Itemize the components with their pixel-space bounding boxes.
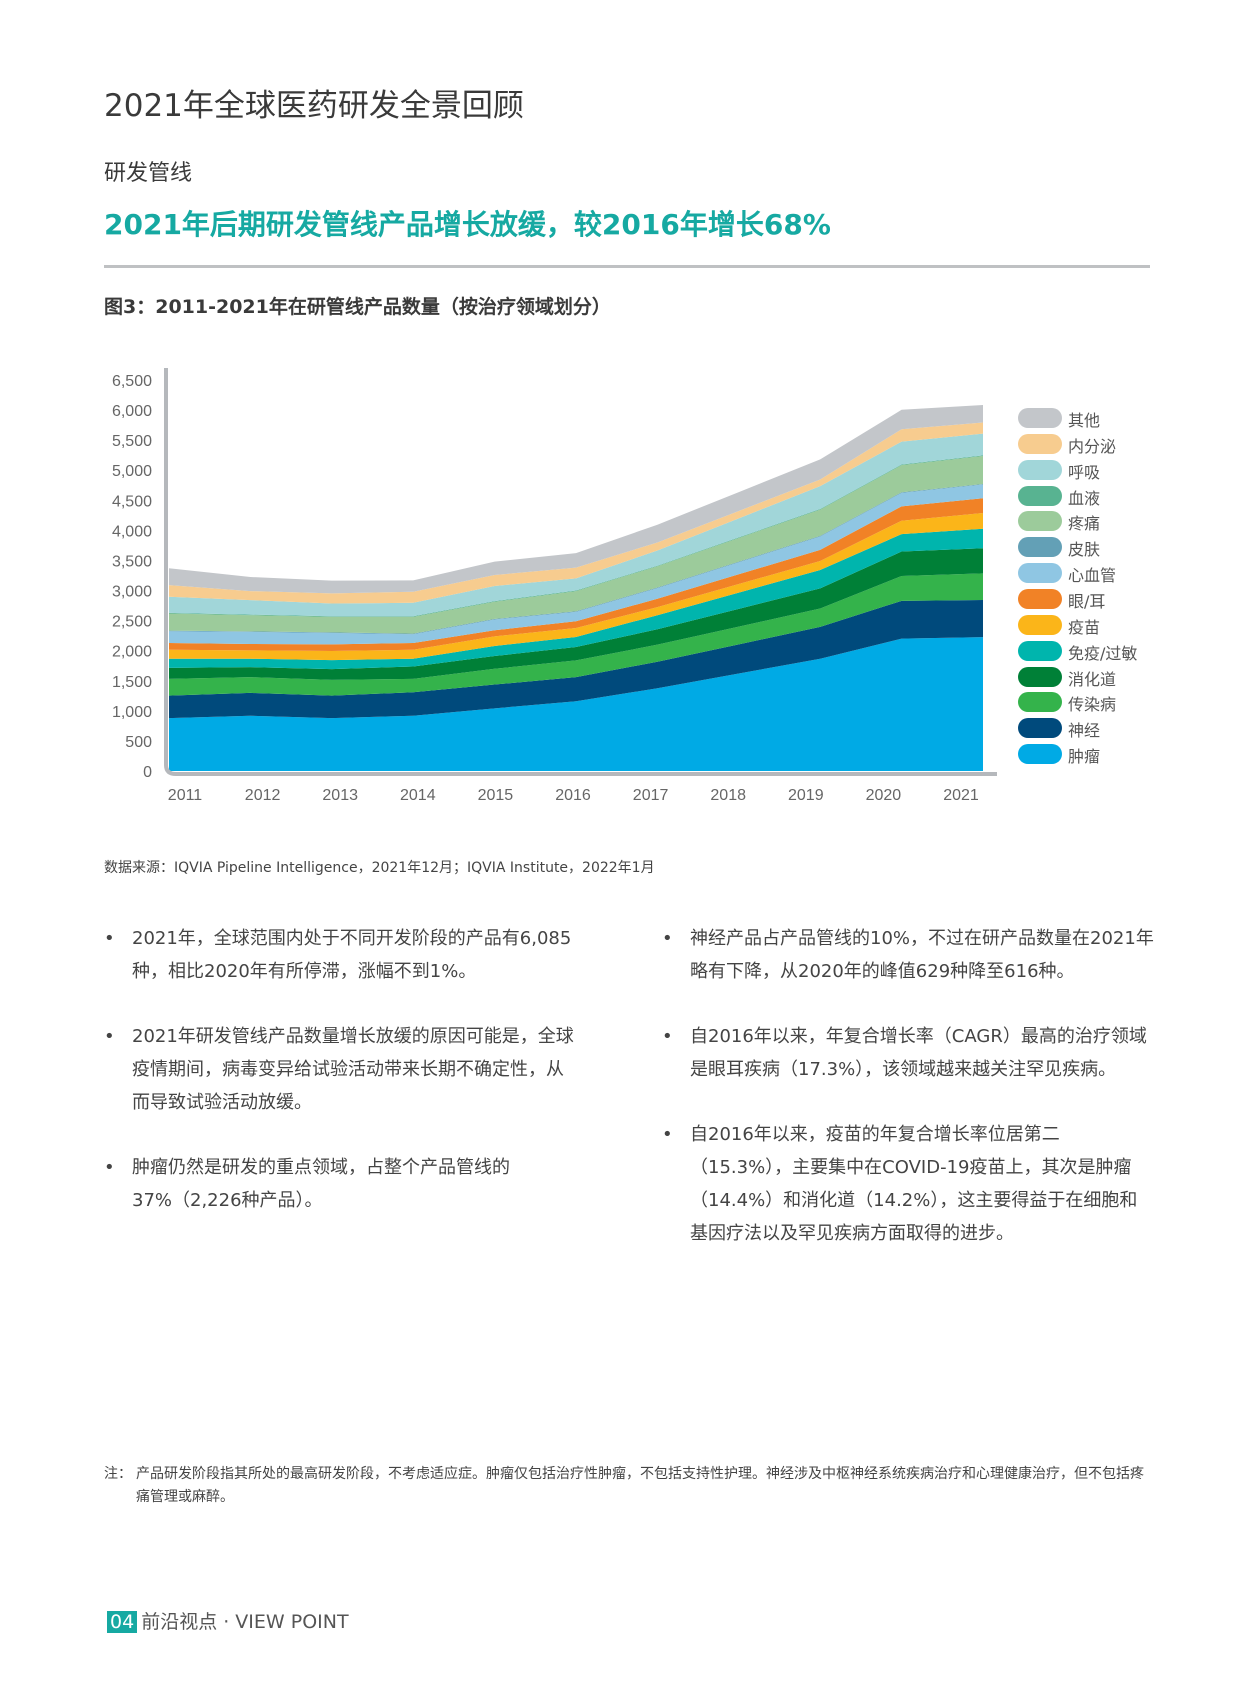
legend-label: 肿瘤 (1068, 747, 1101, 767)
bullet-text: 自2016年以来，疫苗的年复合增长率位居第二（15.3%），主要集中在COVID… (690, 1124, 1138, 1244)
y-tick-label: 3,000 (112, 584, 152, 601)
legend-swatch (1018, 408, 1062, 428)
bullet-item: • 2021年研发管线产品数量增长放缓的原因可能是，全球疫情期间，病毒变异给试验活… (104, 1020, 574, 1119)
y-tick-label: 6,500 (112, 373, 152, 390)
bullet-icon: • (104, 1026, 115, 1047)
legend-swatch (1018, 563, 1062, 584)
footnote-label: 注： (104, 1466, 132, 1482)
legend-label: 心血管 (1068, 566, 1117, 586)
y-tick-label: 2,500 (112, 614, 152, 631)
headline: 2021年后期研发管线产品增长放缓，较2016年增长68% (104, 208, 831, 241)
footnote-text: 产品研发阶段指其所处的最高研发阶段，不考虑适应症。肿瘤仅包括治疗性肿瘤，不包括支… (136, 1466, 1144, 1505)
y-tick-label: 3,500 (112, 553, 152, 570)
area-series-7 (169, 484, 983, 645)
y-tick-label: 6,000 (112, 403, 152, 420)
x-tick-label: 2020 (866, 787, 902, 804)
legend-swatch (1018, 718, 1062, 739)
y-tick-label: 1,500 (112, 674, 152, 691)
legend-label: 传染病 (1068, 695, 1117, 715)
legend-swatch (1018, 511, 1062, 532)
x-tick-label: 2016 (555, 787, 591, 804)
legend-label: 血液 (1068, 488, 1101, 508)
figure-caption: 图3：2011-2021年在研管线产品数量（按治疗领域划分） (104, 296, 611, 318)
legend-label: 神经 (1068, 721, 1101, 741)
divider (104, 265, 1150, 268)
bullet-text: 2021年，全球范围内处于不同开发阶段的产品有6,085种，相比2020年有所停… (132, 928, 572, 982)
legend-label: 其他 (1068, 411, 1101, 430)
legend-label: 疫苗 (1068, 617, 1101, 637)
page-footer: 04 前沿视点 · VIEW POINT (107, 1607, 349, 1634)
area-series-12 (169, 422, 983, 604)
x-tick-label: 2013 (322, 787, 358, 804)
legend-label: 皮肤 (1068, 540, 1101, 560)
x-tick-label: 2017 (633, 787, 669, 804)
legend-swatch (1018, 459, 1062, 480)
area-series-9 (169, 456, 983, 634)
left-bullet-column: • 2021年，全球范围内处于不同开发阶段的产品有6,085种，相比2020年有所… (104, 922, 574, 1249)
bullet-icon: • (662, 1026, 673, 1047)
legend-swatch (1018, 588, 1062, 609)
area-series-2 (169, 573, 983, 696)
y-tick-label: 2,000 (112, 644, 152, 661)
legend-label: 眼/耳 (1068, 591, 1106, 611)
x-tick-label: 2014 (400, 787, 436, 804)
legend-swatch (1018, 640, 1062, 661)
y-tick-label: 4,000 (112, 523, 152, 540)
footnote: 注： 产品研发阶段指其所处的最高研发阶段，不考虑适应症。肿瘤仅包括治疗性肿瘤，不… (104, 1463, 1154, 1509)
legend-swatch (1018, 692, 1062, 713)
bullet-item: • 肿瘤仍然是研发的重点领域，占整个产品管线的37%（2,226种产品）。 (104, 1151, 574, 1217)
page-number: 04 (107, 1611, 138, 1633)
bullet-text: 自2016年以来，年复合增长率（CAGR）最高的治疗领域是眼耳疾病（17.3%）… (690, 1026, 1147, 1080)
x-tick-label: 2015 (478, 787, 514, 804)
section-heading: 研发管线 (104, 161, 193, 186)
area-series-6 (169, 498, 983, 652)
x-tick-label: 2021 (943, 787, 979, 804)
legend-swatch (1018, 485, 1062, 506)
legend-swatch (1018, 614, 1062, 635)
bullet-item: • 2021年，全球范围内处于不同开发阶段的产品有6,085种，相比2020年有所… (104, 922, 574, 988)
y-tick-label: 500 (125, 734, 152, 751)
bullet-item: • 神经产品占产品管线的10%，不过在研产品数量在2021年略有下降，从2020年… (662, 922, 1154, 988)
x-tick-label: 2011 (168, 787, 203, 804)
area-series-5 (169, 513, 983, 661)
area-series-0 (169, 637, 983, 771)
legend-label: 疼痛 (1068, 514, 1101, 534)
y-tick-label: 5,500 (112, 433, 152, 450)
bullet-item: • 自2016年以来，疫苗的年复合增长率位居第二（15.3%），主要集中在COVI… (662, 1118, 1154, 1250)
y-tick-label: 0 (143, 764, 152, 781)
bullet-icon: • (104, 928, 115, 949)
area-series-11 (169, 433, 983, 617)
y-tick-label: 1,000 (112, 704, 152, 721)
area-series-13 (169, 404, 983, 594)
x-tick-label: 2019 (788, 787, 824, 804)
legend-label: 消化道 (1068, 669, 1117, 689)
bullet-icon: • (662, 928, 673, 949)
legend-swatch (1018, 666, 1062, 687)
y-tick-label: 5,000 (112, 463, 152, 480)
bullet-text: 2021年研发管线产品数量增长放缓的原因可能是，全球疫情期间，病毒变异给试验活动… (132, 1026, 574, 1113)
bullet-item: • 自2016年以来，年复合增长率（CAGR）最高的治疗领域是眼耳疾病（17.3%… (662, 1020, 1154, 1086)
bullet-text: 肿瘤仍然是研发的重点领域，占整个产品管线的37%（2,226种产品）。 (132, 1157, 510, 1211)
bullet-icon: • (104, 1157, 115, 1178)
data-source: 数据来源：IQVIA Pipeline Intelligence，2021年12… (104, 860, 655, 876)
y-tick-label: 4,500 (112, 493, 152, 510)
area-series-3 (169, 548, 983, 680)
bullet-text: 神经产品占产品管线的10%，不过在研产品数量在2021年略有下降，从2020年的… (690, 928, 1154, 982)
stacked-area-chart: 0 500 1,000 1,500 2,000 2,500 3,000 3,500 4,000 4… (112, 368, 997, 804)
legend-label: 免疫/过敏 (1068, 643, 1138, 663)
x-tick-label: 2018 (710, 787, 746, 804)
footer-text: 前沿视点 · VIEW POINT (141, 1611, 349, 1633)
legend-label: 内分泌 (1068, 436, 1117, 456)
right-bullet-column: • 神经产品占产品管线的10%，不过在研产品数量在2021年略有下降，从2020年… (662, 922, 1154, 1282)
legend-label: 呼吸 (1068, 462, 1101, 482)
legend-swatch (1018, 537, 1062, 558)
legend-swatch (1018, 744, 1062, 765)
bullet-icon: • (662, 1124, 673, 1145)
page-title: 2021年全球医药研发全景回顾 (104, 88, 524, 124)
axis-line (164, 368, 997, 776)
legend-swatch (1018, 433, 1062, 454)
area-series-4 (169, 528, 983, 670)
area-series-1 (169, 600, 983, 719)
x-tick-label: 2012 (245, 787, 281, 804)
